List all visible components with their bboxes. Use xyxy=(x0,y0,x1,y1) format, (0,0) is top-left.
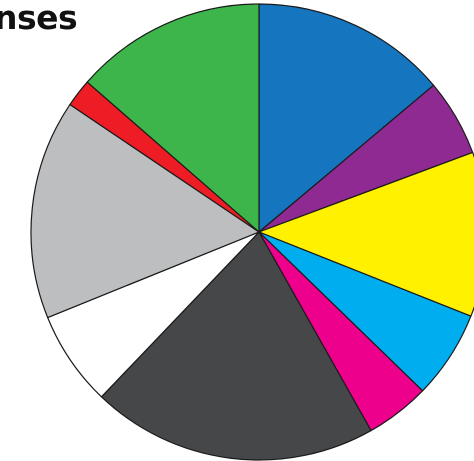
pie-slice-1 xyxy=(258,3,435,233)
chart-title: nses xyxy=(0,0,78,37)
pie-slice-6 xyxy=(100,231,372,461)
pie-slices xyxy=(30,3,474,461)
pie-slice-8 xyxy=(30,103,260,319)
pie-slice-10 xyxy=(86,3,260,233)
pie-slice-3 xyxy=(258,151,474,317)
